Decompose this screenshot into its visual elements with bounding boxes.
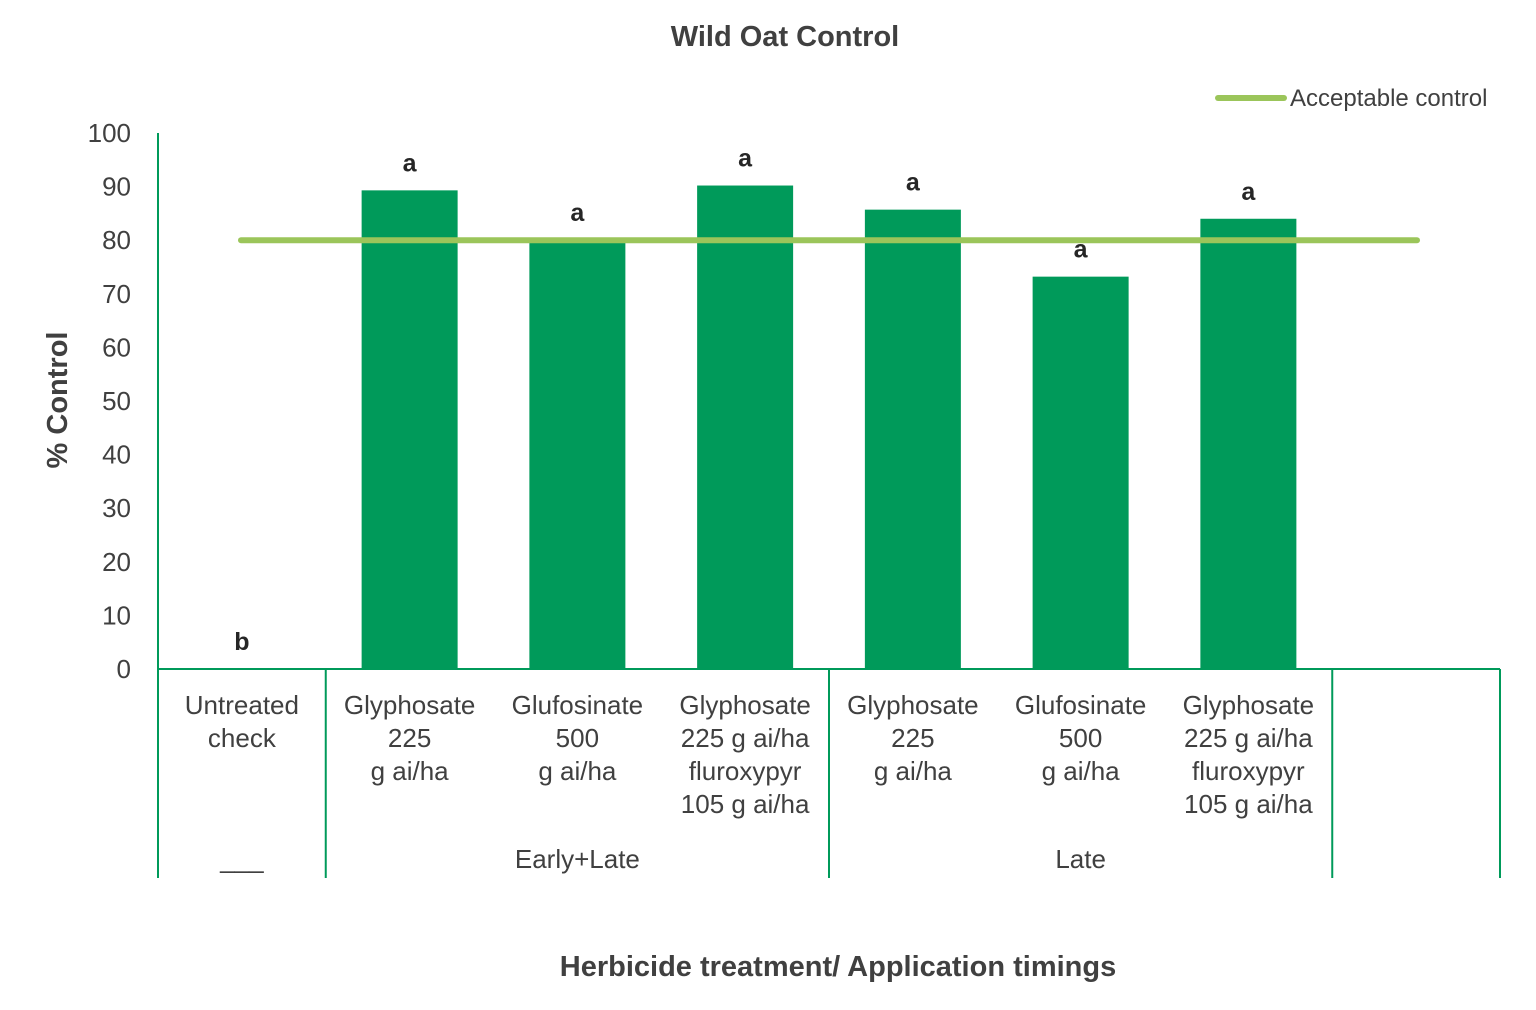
significance-label-4: a: [906, 169, 921, 197]
group-label-0: ___: [219, 844, 264, 874]
chart-title: Wild Oat Control: [671, 21, 900, 53]
x-axis-title: Herbicide treatment/ Application timings: [560, 951, 1116, 983]
y-tick-label-60: 60: [102, 332, 131, 362]
bar-3: [697, 185, 794, 669]
x-tick-label-1: Glyphosate 225 g ai/ha: [344, 690, 476, 786]
x-tick-label-5: Glufosinate 500 g ai/ha: [1015, 690, 1147, 786]
bar-2: [529, 240, 626, 669]
significance-label-2: a: [570, 199, 585, 227]
x-tick-label-4: Glyphosate 225 g ai/ha: [847, 690, 979, 786]
x-tick-label-6: Glyphosate 225 g ai/ha fluroxypyr 105 g ai/…: [1183, 690, 1315, 819]
x-tick-label-3: Glyphosate 225 g ai/ha fluroxypyr 105 g ai/…: [679, 690, 811, 819]
y-tick-label-70: 70: [102, 279, 131, 309]
x-tick-label-0: Untreated check: [185, 690, 299, 753]
y-axis-title: % Control: [42, 332, 74, 469]
y-tick-label-30: 30: [102, 493, 131, 523]
bar-6: [1200, 218, 1297, 669]
y-tick-label-20: 20: [102, 547, 131, 577]
group-label-1: Early+Late: [515, 844, 640, 874]
significance-label-6: a: [1241, 178, 1256, 206]
significance-label-3: a: [738, 145, 753, 173]
bar-1: [361, 190, 458, 670]
significance-label-0: b: [234, 628, 249, 656]
y-tick-label-100: 100: [88, 118, 131, 148]
x-tick-label-2: Glufosinate 500 g ai/ha: [512, 690, 644, 786]
significance-label-1: a: [403, 149, 418, 177]
y-tick-label-80: 80: [102, 225, 131, 255]
y-tick-label-90: 90: [102, 172, 131, 202]
legend: Acceptable control: [1215, 85, 1487, 112]
y-tick-label-10: 10: [102, 600, 131, 630]
y-tick-label-40: 40: [102, 440, 131, 470]
bar-4: [864, 209, 961, 669]
y-tick-label-0: 0: [117, 654, 131, 684]
y-tick-label-50: 50: [102, 386, 131, 416]
legend-label: Acceptable control: [1290, 85, 1487, 112]
x-axis: Untreated check Glyphosate 225 g ai/ha Glufos…: [157, 668, 1501, 878]
bar-5: [1032, 276, 1129, 669]
group-label-2: Late: [1055, 844, 1106, 874]
y-axis: 0 10 20 30 40 50 60 70 80 90 100: [88, 118, 159, 684]
